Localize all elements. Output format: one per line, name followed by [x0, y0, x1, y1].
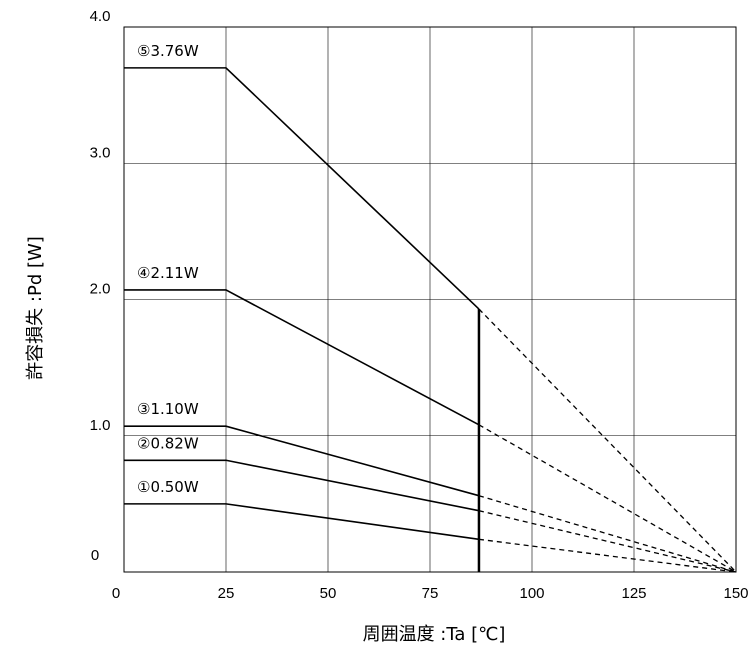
curve-label: ①0.50W — [137, 478, 199, 496]
x-axis-title: 周囲温度 :Ta [℃] — [363, 624, 506, 645]
y-tick-label: 4.0 — [90, 8, 111, 25]
derating-extension-line — [478, 424, 737, 573]
x-tick-label: 0 — [112, 585, 120, 602]
derating-extension-line — [478, 495, 737, 573]
x-tick-label: 100 — [519, 585, 544, 602]
grid — [124, 27, 736, 572]
x-tick-label: 150 — [723, 585, 748, 602]
x-tick-label: 75 — [422, 585, 439, 602]
tick-labels: 0 25 50 75 100 125 150 0 1.0 2.0 3.0 4.0 — [90, 8, 749, 602]
curve-label: ⑤3.76W — [137, 42, 199, 60]
curve-labels: ①0.50W ②0.82W ③1.10W ④2.11W ⑤3.76W — [137, 42, 199, 496]
derating-curve — [124, 289, 480, 426]
curve-label: ③1.10W — [137, 400, 199, 418]
derating-extension-line — [478, 538, 737, 573]
curve-label: ②0.82W — [137, 434, 199, 452]
derating-curve — [124, 425, 480, 497]
derating-curve — [124, 459, 480, 512]
derating-curve — [124, 503, 480, 541]
y-tick-label: 3.0 — [90, 144, 111, 161]
y-tick-label: 0 — [91, 547, 99, 564]
y-tick-label: 2.0 — [90, 281, 111, 298]
x-tick-label: 50 — [320, 585, 337, 602]
derating-extension-line — [478, 308, 737, 573]
x-tick-label: 125 — [621, 585, 646, 602]
x-tick-label: 25 — [218, 585, 235, 602]
curve-label: ④2.11W — [137, 264, 199, 282]
derating-curve — [124, 67, 480, 310]
plot-frame — [123, 26, 737, 573]
y-axis-title: 許容損失 :Pd [W] — [25, 236, 46, 380]
series-lines — [124, 67, 737, 573]
y-tick-label: 1.0 — [90, 417, 111, 434]
derating-extension-line — [478, 510, 737, 573]
